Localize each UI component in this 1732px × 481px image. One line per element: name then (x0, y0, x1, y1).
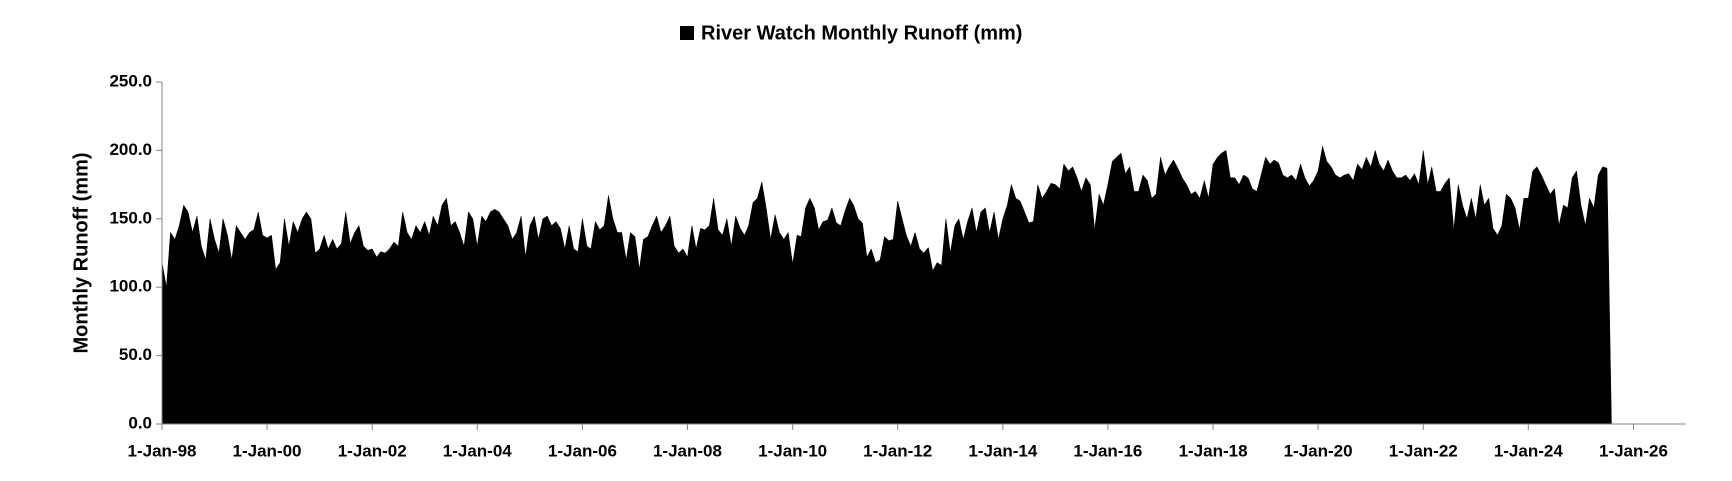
x-tick-label: 1-Jan-04 (443, 441, 513, 460)
x-tick-label: 1-Jan-18 (1179, 441, 1248, 460)
area (161, 146, 1612, 425)
y-tick-label: 50.0 (119, 345, 152, 364)
x-tick-label: 1-Jan-12 (863, 441, 932, 460)
legend-swatch (680, 26, 694, 40)
x-tick-label: 1-Jan-26 (1599, 441, 1668, 460)
x-tick-label: 1-Jan-08 (653, 441, 722, 460)
x-tick-label: 1-Jan-98 (128, 441, 197, 460)
x-tick-label: 1-Jan-10 (758, 441, 827, 460)
y-tick-label: 250.0 (109, 71, 152, 90)
x-tick-label: 1-Jan-24 (1494, 441, 1564, 460)
y-tick-label: 0.0 (128, 413, 152, 432)
y-tick-label: 200.0 (109, 140, 152, 159)
x-tick-label: 1-Jan-06 (548, 441, 617, 460)
x-tick-label: 1-Jan-16 (1073, 441, 1142, 460)
y-tick-label: 150.0 (109, 208, 152, 227)
x-tick-label: 1-Jan-02 (338, 441, 407, 460)
x-tick-label: 1-Jan-14 (968, 441, 1038, 460)
x-tick-label: 1-Jan-22 (1389, 441, 1458, 460)
y-tick-label: 100.0 (109, 277, 152, 296)
x-tick-label: 1-Jan-20 (1284, 441, 1353, 460)
legend-label: River Watch Monthly Runoff (mm) (701, 22, 1022, 44)
y-axis-label: Monthly Runoff (mm) (70, 152, 92, 353)
x-tick-label: 1-Jan-00 (233, 441, 302, 460)
